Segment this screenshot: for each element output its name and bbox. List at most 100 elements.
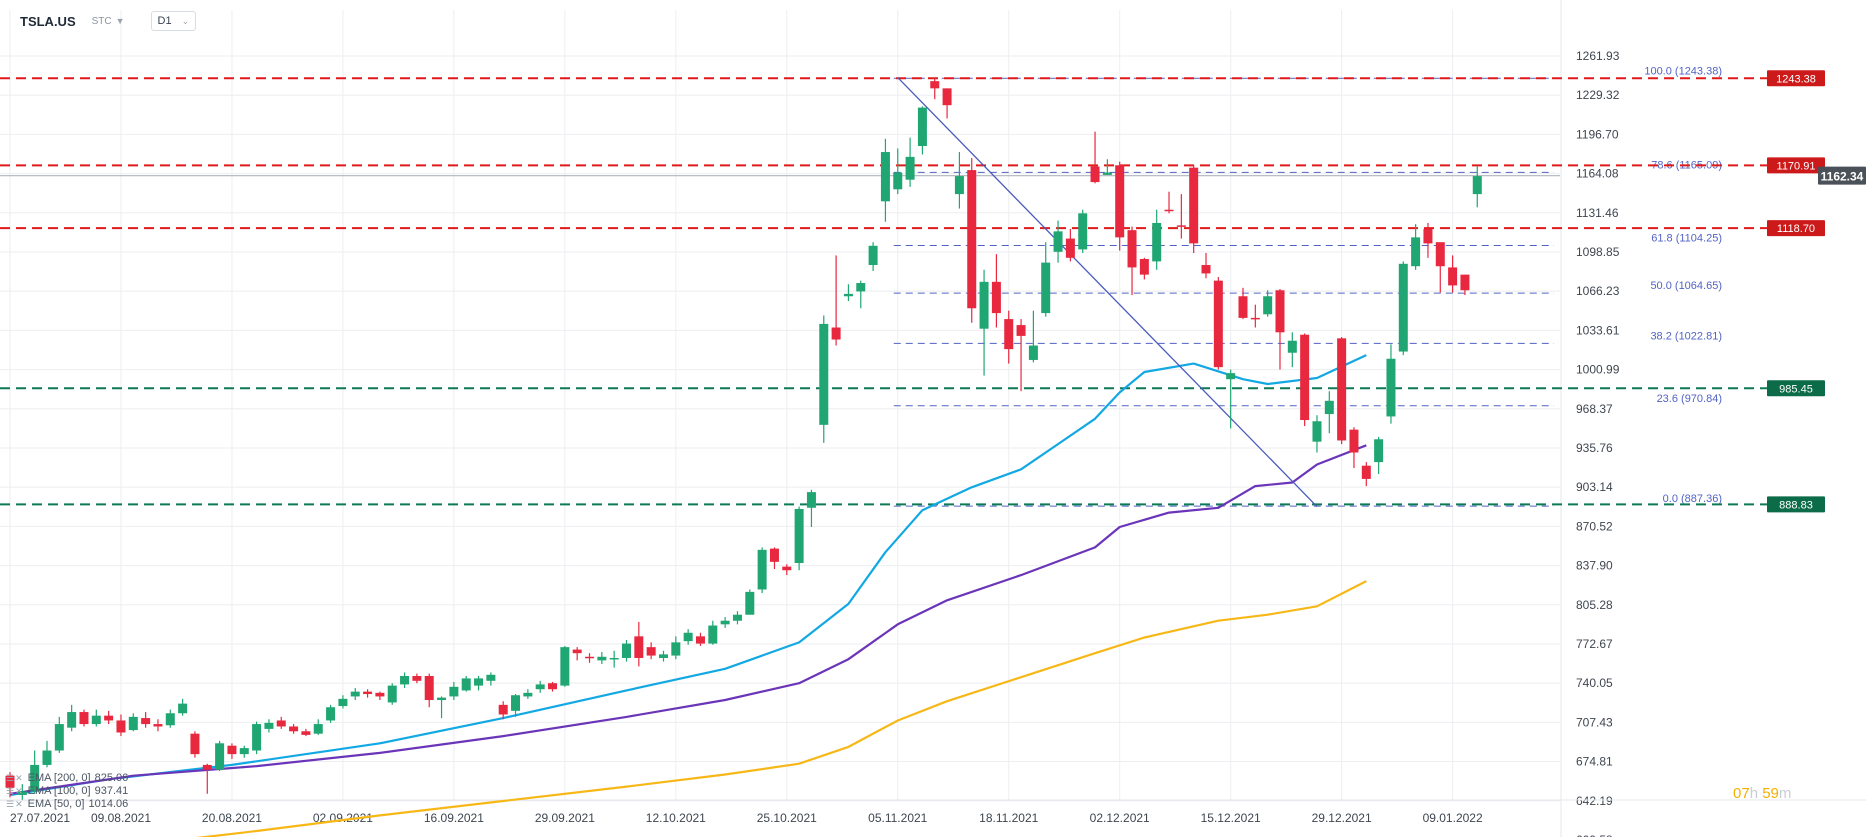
candle-body: [572, 649, 582, 654]
y-tick-label: 642.19: [1576, 794, 1613, 808]
candle-body: [252, 724, 262, 751]
x-tick-label: 25.10.2021: [757, 811, 817, 825]
countdown-hours: 07: [1733, 785, 1750, 802]
candle-body: [1361, 465, 1371, 479]
candle-body: [498, 704, 508, 715]
indicator-settings-icon[interactable]: ☰✕: [6, 773, 24, 783]
candle-body: [165, 713, 175, 726]
instrument-type-dropdown[interactable]: STC ▼: [92, 16, 125, 27]
x-tick-label: 05.11.2021: [868, 811, 927, 825]
candle-body: [91, 715, 101, 725]
candle-body: [942, 88, 952, 106]
candle-body: [1460, 274, 1470, 291]
candle-body: [1041, 262, 1051, 314]
y-tick-label: 1033.61: [1576, 323, 1620, 337]
candle-body: [42, 750, 52, 765]
candle-body: [1398, 263, 1408, 352]
y-tick-label: 935.76: [1576, 441, 1613, 455]
legend-row-ema50: ☰✕ EMA [50, 0] 1014.06: [6, 798, 128, 811]
candle-body: [104, 715, 114, 721]
candle-body: [116, 720, 126, 733]
candle-body: [215, 743, 225, 770]
price-level-badge-label: 888.83: [1779, 499, 1813, 511]
candle-body: [190, 733, 200, 755]
trend-line: [897, 77, 1318, 508]
candle-body: [991, 281, 1001, 314]
legend-label: EMA [100, 0]: [27, 785, 91, 797]
candle-body: [412, 676, 422, 681]
indicator-settings-icon[interactable]: ☰✕: [6, 786, 24, 796]
candle-body: [856, 283, 866, 292]
candle-body: [1078, 213, 1088, 250]
x-tick-label: 29.09.2021: [535, 811, 595, 825]
fib-level-label: 100.0 (1243.38): [1644, 65, 1722, 77]
candle-body: [917, 107, 927, 147]
candle-body: [695, 636, 705, 644]
x-tick-label: 20.08.2021: [202, 811, 262, 825]
fib-level-label: 23.6 (970.84): [1657, 393, 1722, 405]
candle-body: [461, 678, 471, 691]
candle-body: [289, 726, 299, 732]
candle-countdown: 07h 59m: [1733, 785, 1791, 802]
candle-body: [880, 152, 890, 202]
y-tick-label: 707.43: [1576, 715, 1613, 729]
candle-body: [1090, 166, 1100, 183]
y-tick-label: 1000.99: [1576, 363, 1620, 377]
candle-body: [1016, 325, 1026, 336]
candle-body: [153, 724, 163, 727]
candle-body: [585, 656, 595, 659]
candle-body: [1448, 267, 1458, 286]
candle-body: [1238, 296, 1248, 318]
candle-body: [769, 548, 779, 562]
candle-body: [622, 643, 631, 658]
timeframe-select[interactable]: D1 ⌄: [150, 11, 197, 31]
candle-body: [1423, 228, 1433, 244]
legend-label: EMA [200, 0]: [27, 772, 91, 784]
candle-body: [1324, 400, 1334, 415]
fib-level-label: 0.0 (887.36): [1663, 493, 1722, 505]
x-tick-label: 12.10.2021: [646, 811, 706, 825]
y-tick-label: 1131.46: [1576, 206, 1619, 220]
candle-body: [1213, 280, 1223, 368]
candle-body: [30, 764, 40, 792]
candle-body: [1226, 373, 1236, 380]
fib-level-label: 38.2 (1022.81): [1650, 330, 1722, 342]
candle-body: [954, 176, 964, 195]
candle-body: [732, 614, 742, 621]
candle-body: [708, 625, 718, 644]
candle-body: [794, 508, 804, 564]
legend-value: 937.41: [94, 785, 129, 797]
legend-row-ema100: ☰✕ EMA [100, 0] 937.41: [6, 785, 128, 798]
y-tick-label: 1229.32: [1576, 88, 1620, 102]
candle-body: [745, 591, 755, 615]
price-level-badge: [1767, 380, 1825, 397]
x-tick-label: 16.09.2021: [424, 811, 484, 825]
candle-body: [905, 156, 915, 180]
y-tick-label: 837.90: [1576, 559, 1613, 573]
countdown-minutes-unit: m: [1778, 785, 1792, 802]
symbol-label: TSLA.US: [20, 13, 76, 29]
instrument-type-label: STC: [91, 15, 112, 27]
y-tick-label: 1164.08: [1576, 167, 1619, 181]
fib-level-label: 61.8 (1104.25): [1651, 232, 1722, 244]
x-tick-label: 09.01.2022: [1423, 811, 1483, 825]
y-tick-label: 903.14: [1576, 480, 1613, 494]
candle-body: [868, 245, 878, 266]
indicator-settings-icon[interactable]: ☰✕: [6, 799, 24, 809]
candle-body: [79, 712, 89, 725]
candle-body: [1374, 439, 1384, 463]
candle-body: [400, 676, 410, 685]
candle-body: [437, 697, 447, 701]
candle-body: [1189, 167, 1199, 244]
y-tick-label: 870.52: [1576, 519, 1613, 533]
x-tick-label: 09.08.2021: [91, 811, 151, 825]
candle-body: [449, 686, 459, 697]
candle-body: [1201, 265, 1211, 274]
ema-line: [9, 444, 1367, 795]
candle-body: [375, 692, 385, 697]
candle-body: [658, 654, 668, 658]
legend-label: EMA [50, 0]: [27, 798, 85, 810]
y-tick-label: 1066.23: [1576, 284, 1620, 298]
candle-body: [178, 703, 188, 714]
